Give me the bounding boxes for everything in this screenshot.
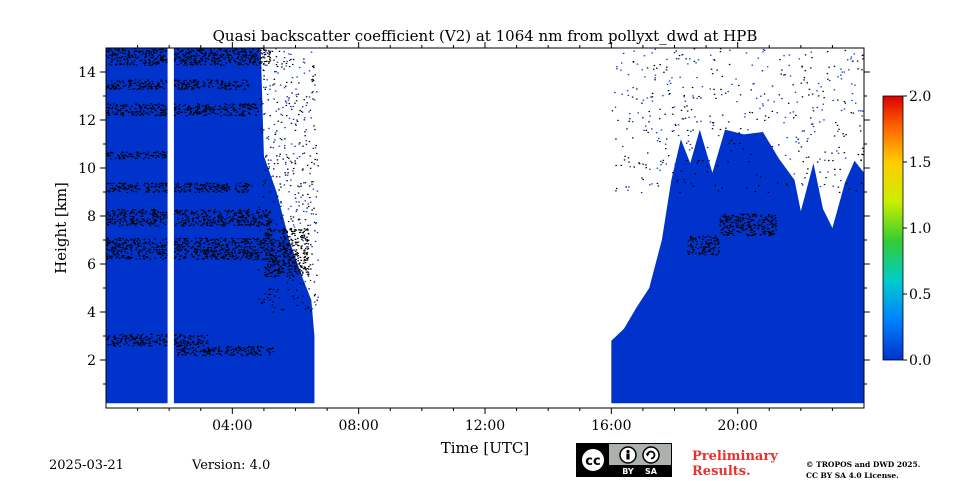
footer-version: Version: 4.0 — [192, 458, 270, 473]
colorbar-tick-label: 1.5 — [909, 155, 931, 171]
x-tick-label: 16:00 — [591, 418, 631, 434]
y-tick-label: 2 — [87, 353, 96, 369]
backscatter-segment-evening — [611, 130, 864, 404]
colorbar-tick-label: 1.0 — [909, 221, 931, 237]
copyright-line-2: CC BY SA 4.0 License. — [806, 470, 956, 481]
preliminary-results: Preliminary Results. — [692, 449, 802, 479]
cc-sa-label: SA — [645, 467, 658, 476]
footer-date: 2025-03-21 — [49, 458, 124, 473]
y-tick-label: 8 — [87, 209, 96, 225]
cc-by-label: BY — [622, 467, 634, 476]
colorbar-tick-label: 0.0 — [909, 353, 931, 369]
copyright-line-1: © TROPOS and DWD 2025. — [806, 459, 956, 470]
copyright-notice: © TROPOS and DWD 2025. CC BY SA 4.0 Lice… — [806, 459, 956, 481]
colorbar: 0.0 0.5 1.0 1.5 2.0 — [883, 89, 931, 369]
y-tick-label: 4 — [87, 305, 96, 321]
colorbar-tick-label: 2.0 — [909, 89, 931, 105]
colorbar-tick-label: 0.5 — [909, 287, 931, 303]
cc-logo-icon: cc BY SA — [577, 444, 671, 476]
x-tick-label: 12:00 — [465, 418, 505, 434]
plot-area — [106, 48, 865, 408]
y-axis-label: Height [km] — [52, 182, 70, 274]
y-tick-label: 6 — [87, 257, 96, 273]
x-tick-label: 20:00 — [717, 418, 757, 434]
y-tick-label: 12 — [78, 113, 96, 129]
y-tick-label: 14 — [78, 65, 96, 81]
cc-license-badge: cc BY SA — [576, 443, 672, 477]
x-tick-label: 08:00 — [338, 418, 378, 434]
y-tick-label: 10 — [78, 161, 96, 177]
x-axis-label: Time [UTC] — [441, 439, 530, 457]
colorbar-gradient — [883, 96, 903, 360]
sa-share-icon — [643, 447, 659, 463]
data-gap-stripe — [168, 48, 174, 408]
x-tick-label: 04:00 — [212, 418, 252, 434]
